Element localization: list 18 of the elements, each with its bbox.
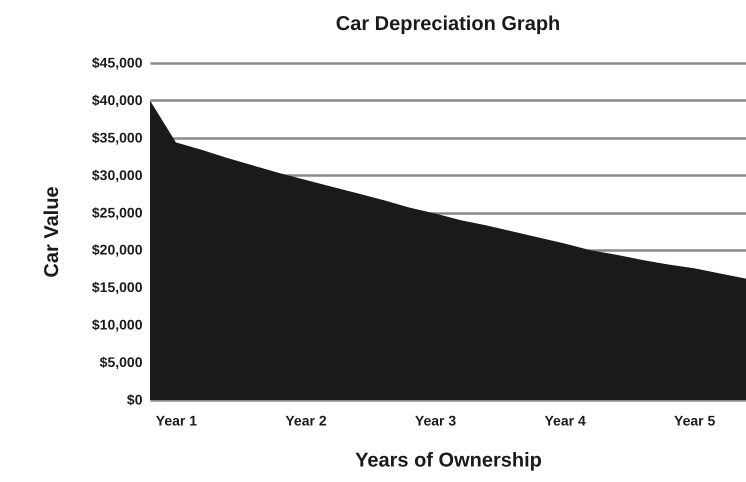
x-tick-label: Year 3 <box>414 412 456 428</box>
y-tick-label: $40,000 <box>92 92 143 108</box>
y-axis-title: Car Value <box>40 186 63 278</box>
x-axis-title: Years of Ownership <box>355 450 542 472</box>
y-tick-label: $35,000 <box>92 129 143 146</box>
y-tick-label: $20,000 <box>92 242 143 258</box>
x-tick-label: Year 1 <box>156 412 198 428</box>
y-tick-label: $0 <box>126 392 143 408</box>
chart-title: Car Depreciation Graph <box>336 13 560 35</box>
y-tick-label: $10,000 <box>92 316 143 333</box>
y-tick-label: $45,000 <box>92 54 143 70</box>
x-tick-label: Year 2 <box>285 412 327 428</box>
y-tick-label: $5,000 <box>100 354 143 370</box>
y-tick-label: $15,000 <box>92 279 143 296</box>
y-tick-label: $25,000 <box>92 204 143 220</box>
x-tick-label: Year 5 <box>674 412 716 428</box>
y-tick-label: $30,000 <box>92 166 143 183</box>
x-tick-label: Year 4 <box>544 412 586 428</box>
